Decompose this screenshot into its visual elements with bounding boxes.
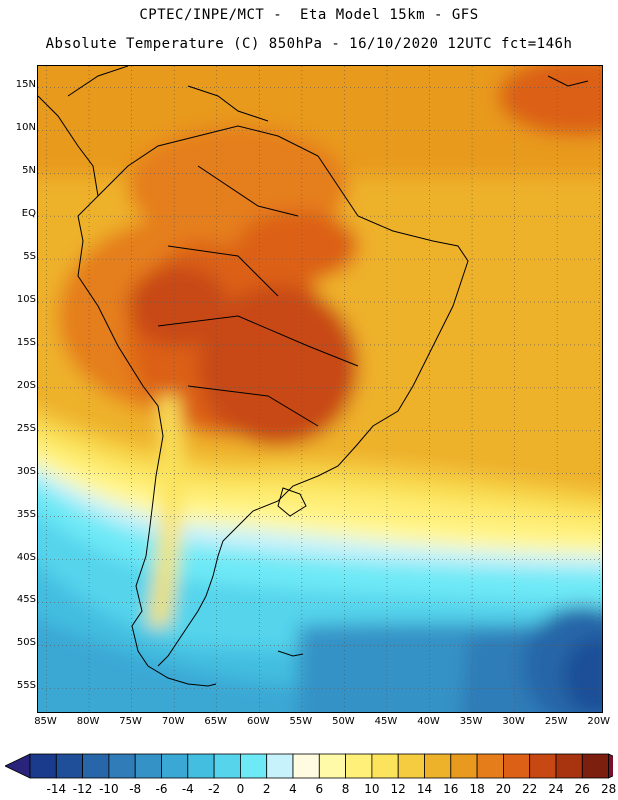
chart-title-line2: Absolute Temperature (C) 850hPa - 16/10/… xyxy=(45,36,573,52)
map-gridlines xyxy=(38,66,602,712)
colorbar-box xyxy=(213,753,241,779)
latitude-tick-label: 45S xyxy=(16,594,36,606)
colorbar-box xyxy=(450,753,478,779)
latitude-tick-label: EQ xyxy=(21,208,36,220)
longitude-tick-label: 40W xyxy=(417,716,440,727)
colorbar-tick-label: -6 xyxy=(155,782,168,796)
colorbar-over-triangle xyxy=(608,753,613,779)
colorbar-box xyxy=(555,753,583,779)
longitude-tick-label: 30W xyxy=(502,716,525,727)
coastlines xyxy=(38,66,589,687)
colorbar-box xyxy=(529,753,557,779)
colorbar-tick-label: 26 xyxy=(574,782,590,796)
longitude-tick-label: 25W xyxy=(544,716,568,727)
colorbar-box xyxy=(476,753,504,779)
latitude-tick-label: 5N xyxy=(22,165,36,177)
longitude-tick-label: 35W xyxy=(459,716,483,727)
longitude-tick-label: 60W xyxy=(246,716,270,727)
latitude-tick-label: 40S xyxy=(16,551,36,563)
colorbar-under-triangle xyxy=(5,753,31,779)
colorbar-box xyxy=(29,753,57,779)
colorbar-box xyxy=(134,753,162,779)
temperature-field xyxy=(38,66,602,712)
colorbar xyxy=(5,753,613,779)
colorbar-box xyxy=(239,753,268,779)
colorbar-tick-label: 4 xyxy=(289,782,297,796)
colorbar-tick-label: -4 xyxy=(181,782,194,796)
latitude-tick-label: 5S xyxy=(23,251,36,263)
colorbar-tick-label: 2 xyxy=(262,782,271,796)
colorbar-tick-label: 16 xyxy=(443,782,459,796)
colorbar-box xyxy=(424,753,452,779)
colorbar-tick-label: 18 xyxy=(469,782,485,796)
colorbar-tick-label: 24 xyxy=(548,782,564,796)
colorbar-box xyxy=(581,753,609,779)
colorbar-tick-label: 10 xyxy=(364,782,380,796)
longitude-tick-label: 65W xyxy=(204,716,228,727)
longitude-tick-label: 85W xyxy=(34,716,57,727)
colorbar-tick-label: 8 xyxy=(341,782,350,796)
colorbar-tick-label: 20 xyxy=(495,782,512,796)
colorbar-box xyxy=(397,753,425,779)
colorbar-tick-label: 0 xyxy=(236,782,245,796)
colorbar-tick-label: 12 xyxy=(390,782,406,796)
latitude-tick-label: 15N xyxy=(15,79,36,91)
colorbar-tick-label: 28 xyxy=(600,782,617,796)
longitude-tick-label: 50W xyxy=(332,716,355,727)
latitude-tick-label: 50S xyxy=(16,637,36,649)
latitude-tick-label: 55S xyxy=(16,680,36,692)
colorbar-box xyxy=(82,753,110,779)
latitude-tick-label: 25S xyxy=(16,422,36,434)
colorbar-box xyxy=(292,753,320,779)
colorbar-tick-label: 6 xyxy=(315,782,324,796)
colorbar-tick-label: 22 xyxy=(522,782,538,796)
colorbar-tick-label: 14 xyxy=(416,782,433,796)
colorbar-box xyxy=(266,753,294,779)
latitude-tick-label: 35S xyxy=(16,508,36,520)
colorbar-box xyxy=(108,753,136,779)
latitude-tick-label: 30S xyxy=(16,465,36,477)
colorbar-box xyxy=(318,753,346,779)
chart-title-line1: CPTEC/INPE/MCT - Eta Model 15km - GFS xyxy=(139,7,479,23)
longitude-tick-label: 80W xyxy=(76,716,100,727)
colorbar-box xyxy=(502,753,531,779)
colorbar-box xyxy=(55,753,83,779)
temperature-map[interactable] xyxy=(37,65,603,713)
colorbar-tick-label: -8 xyxy=(129,782,142,796)
latitude-tick-label: 10N xyxy=(15,122,36,134)
latitude-tick-label: 15S xyxy=(16,336,36,348)
longitude-tick-label: 45W xyxy=(374,716,398,727)
colorbar-tick-label: -10 xyxy=(99,782,119,796)
colorbar-tick-label: -14 xyxy=(46,782,67,796)
latitude-tick-label: 20S xyxy=(16,379,36,391)
colorbar-box xyxy=(187,753,215,779)
colorbar-tick-label: -2 xyxy=(208,782,221,796)
longitude-tick-label: 20W xyxy=(587,716,611,727)
latitude-tick-label: 10S xyxy=(16,294,36,306)
longitude-tick-label: 70W xyxy=(161,716,185,727)
colorbar-box xyxy=(371,753,399,779)
colorbar-tick-label: -12 xyxy=(72,782,93,796)
colorbar-box xyxy=(161,753,189,779)
longitude-tick-label: 55W xyxy=(289,716,313,727)
longitude-tick-label: 75W xyxy=(119,716,142,727)
colorbar-box xyxy=(345,753,373,779)
